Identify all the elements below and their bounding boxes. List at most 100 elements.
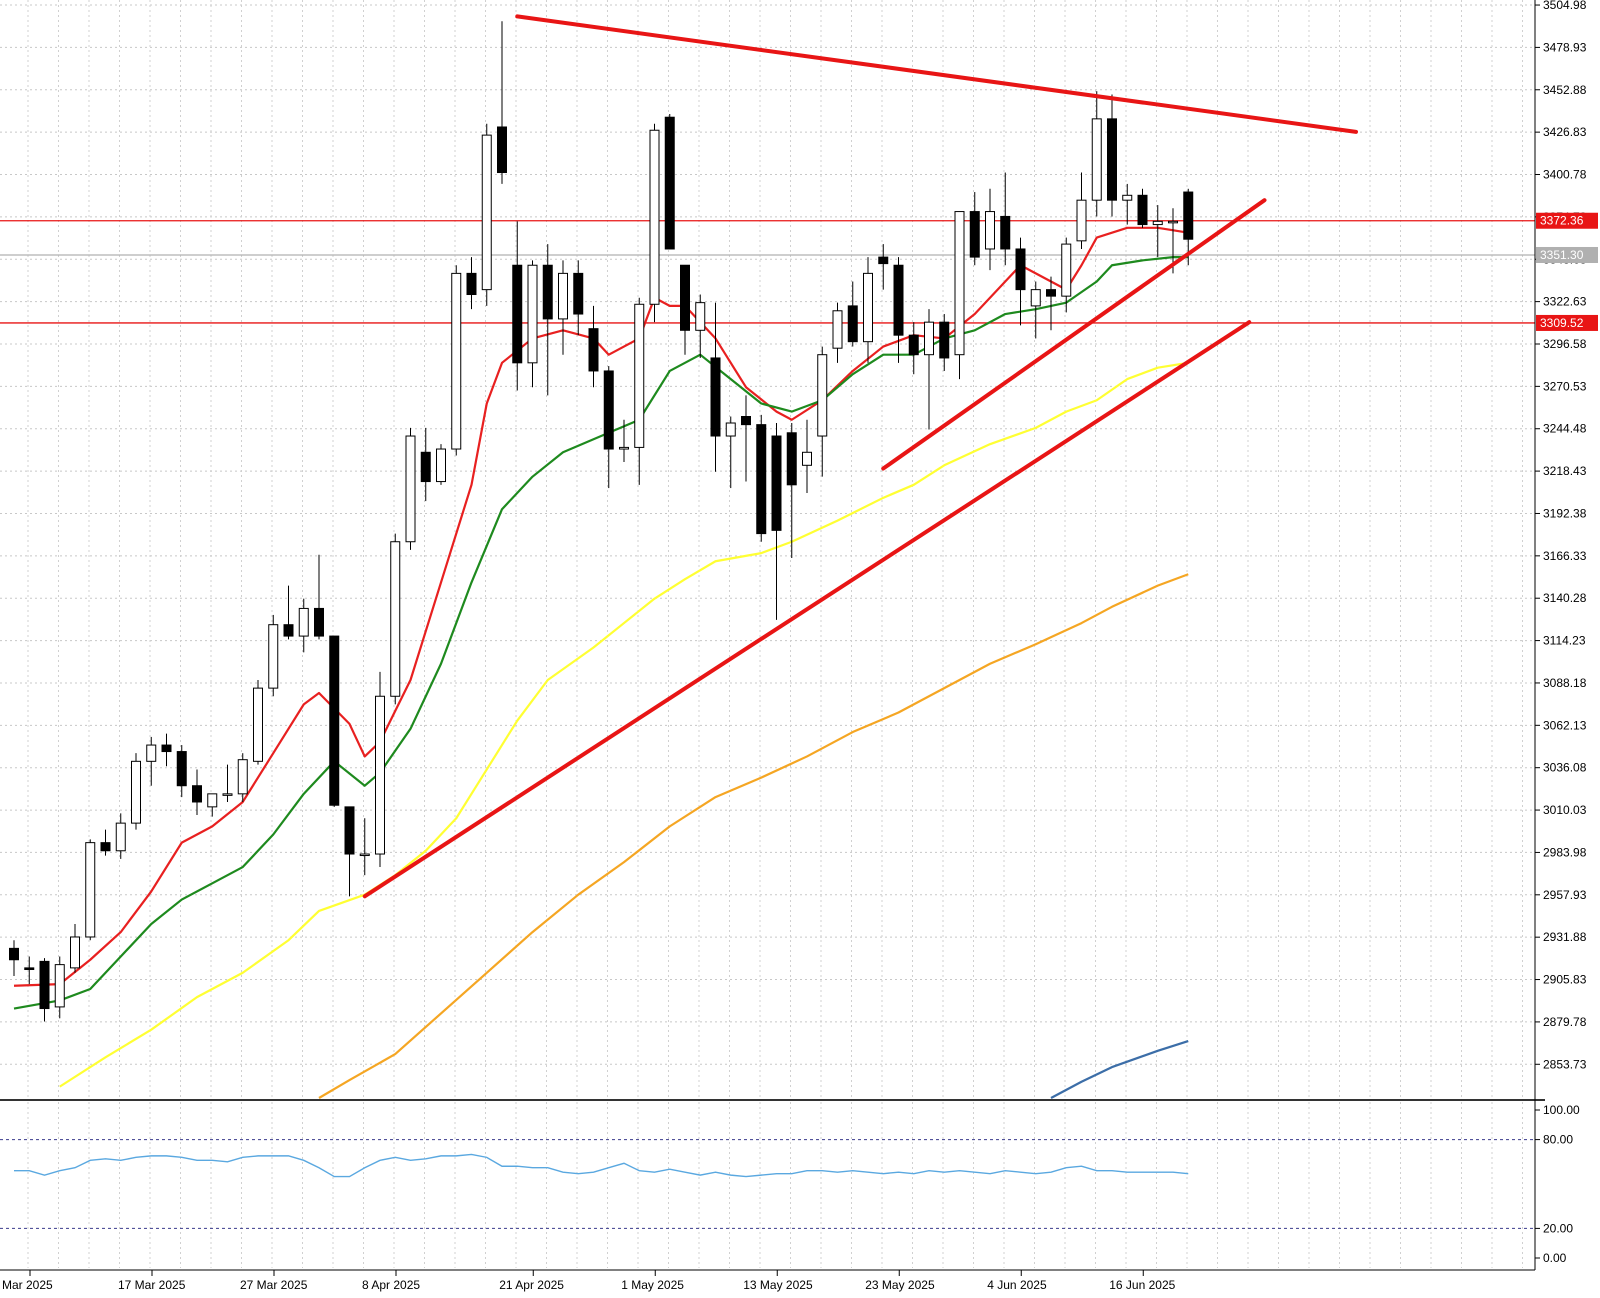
candle-body — [893, 264, 904, 336]
y-tick-label: 3114.23 — [1543, 634, 1586, 648]
y-tick-label: 3296.58 — [1543, 337, 1587, 351]
candle-body — [237, 759, 248, 795]
candle-body — [115, 822, 126, 852]
candle-body — [481, 134, 492, 291]
candle-body — [558, 272, 568, 320]
x-tick-label: 21 Apr 2025 — [499, 1278, 564, 1292]
candle-body — [1137, 194, 1148, 226]
candle-body — [9, 947, 19, 961]
x-tick-label: 4 Jun 2025 — [987, 1278, 1047, 1292]
y-tick-label: 3478.93 — [1543, 40, 1587, 54]
candle-body — [1046, 289, 1056, 297]
candle-body — [985, 211, 995, 250]
candle-body — [802, 451, 812, 466]
candle-body — [1030, 289, 1041, 307]
candle-body — [924, 321, 934, 356]
candle-body — [253, 687, 263, 762]
x-tick-label: 5 Mar 2025 — [0, 1278, 53, 1292]
candle-body — [420, 451, 431, 483]
osc-tick-label: 80.00 — [1543, 1133, 1573, 1147]
candle-body — [1000, 215, 1011, 250]
candle-body — [817, 354, 828, 437]
y-tick-label: 3036.08 — [1543, 761, 1587, 775]
y-tick-label: 3088.18 — [1543, 676, 1587, 690]
candle-body — [619, 446, 629, 450]
candle-body — [1168, 220, 1178, 224]
candle-body — [1091, 118, 1102, 201]
x-tick-label: 17 Mar 2025 — [118, 1278, 186, 1292]
candle-body — [100, 842, 111, 852]
candle-body — [1061, 243, 1072, 297]
y-tick-label: 3426.83 — [1543, 125, 1587, 139]
candle-body — [588, 328, 599, 372]
y-tick-label: 3010.03 — [1543, 803, 1587, 817]
candle-body — [512, 264, 523, 364]
y-tick-label: 3192.38 — [1543, 506, 1587, 520]
candle-body — [192, 785, 202, 803]
x-tick-label: 16 Jun 2025 — [1109, 1278, 1175, 1292]
y-tick-label: 3140.28 — [1543, 591, 1587, 605]
candle-body — [954, 211, 965, 356]
x-tick-label: 23 May 2025 — [865, 1278, 935, 1292]
candle-body — [741, 416, 751, 426]
candle-body — [207, 793, 218, 808]
candle-body — [70, 936, 80, 969]
candle-body — [756, 424, 767, 535]
candle-body — [329, 635, 340, 806]
osc-tick-label: 20.00 — [1543, 1221, 1573, 1235]
candle-body — [634, 303, 645, 448]
y-tick-label: 3452.88 — [1543, 83, 1587, 97]
candle-body — [497, 126, 507, 174]
candle-body — [527, 264, 538, 364]
candle-body — [85, 842, 96, 938]
y-tick-label: 2957.93 — [1543, 888, 1587, 902]
candle-body — [695, 302, 706, 331]
candle-body — [1122, 194, 1133, 201]
candlesticks — [9, 21, 1194, 1022]
price-level-label: 3309.52 — [1540, 316, 1584, 330]
y-tick-label: 2905.83 — [1543, 973, 1587, 987]
candle-body — [161, 744, 172, 753]
y-tick-label: 3322.63 — [1543, 295, 1587, 309]
price-lines — [0, 220, 1535, 324]
y-tick-label: 2879.78 — [1543, 1015, 1587, 1029]
candle-body — [710, 357, 721, 437]
candle-body — [1076, 199, 1087, 242]
candle-body — [603, 370, 614, 450]
moving-average-line — [1050, 1040, 1189, 1099]
trendline — [515, 14, 1358, 134]
price-level-tag — [1536, 246, 1598, 263]
candle-body — [298, 607, 309, 637]
y-tick-label: 2853.73 — [1543, 1057, 1587, 1071]
candle-body — [344, 806, 355, 855]
candle-body — [1152, 220, 1163, 226]
candle-body — [390, 541, 401, 697]
candle-body — [725, 422, 736, 437]
candle-body — [1183, 191, 1194, 240]
candle-body — [771, 435, 782, 531]
y-tick-label: 3218.43 — [1543, 464, 1587, 478]
moving-average-line — [13, 226, 1189, 987]
x-tick-label: 1 May 2025 — [621, 1278, 684, 1292]
candle-body — [24, 967, 35, 971]
candle-body — [54, 964, 65, 1008]
candle-body — [131, 760, 141, 824]
candle-body — [969, 211, 980, 258]
candle-body — [436, 448, 446, 483]
candle-body — [1107, 118, 1117, 201]
candle-body — [573, 272, 584, 315]
candle-body — [832, 310, 843, 349]
candle-body — [664, 116, 675, 250]
trendlines — [362, 14, 1358, 899]
grid-lines — [0, 0, 1535, 1268]
moving-average-line — [318, 573, 1189, 1099]
candle-body — [283, 624, 294, 637]
candle-body — [359, 853, 370, 857]
candle-body — [939, 321, 950, 359]
candle-body — [146, 744, 157, 762]
oscillator-line — [14, 1153, 1189, 1178]
y-tick-label: 3166.33 — [1543, 549, 1587, 563]
candle-body — [466, 272, 477, 296]
